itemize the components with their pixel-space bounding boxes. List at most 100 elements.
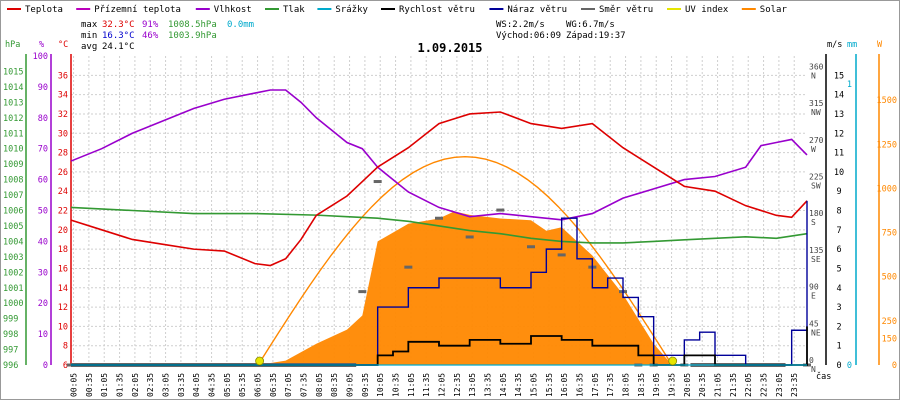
legend-label-9: Solar [760, 5, 788, 15]
pressure-tick-15: 1011 [3, 129, 23, 139]
unit-mm: mm [847, 40, 857, 50]
humidity-tick-1: 10 [38, 330, 48, 340]
x-tick-12: 06:05 [254, 373, 263, 397]
legend-label-8: UV index [685, 5, 729, 15]
x-tick-20: 10:05 [376, 373, 385, 397]
solar-tick-0: 0 [892, 361, 897, 371]
legend-label-1: Přízemní teplota [94, 5, 181, 15]
pressure-tick-3: 999 [3, 315, 18, 325]
pressure-tick-5: 1001 [3, 284, 23, 294]
wind-tick-10: 10 [834, 168, 844, 178]
solar-tick-1: 150 [882, 335, 897, 345]
wind-direction-mark-7 [496, 208, 505, 212]
sunrise: Východ:06:09 [496, 31, 561, 41]
solar-tick-4: 750 [882, 229, 897, 239]
x-tick-37: 18:35 [637, 373, 646, 397]
min-temp: 16.3°C [102, 31, 135, 41]
x-tick-2: 01:05 [100, 373, 109, 397]
legend-label-4: Srážky [335, 5, 368, 15]
wind-direction-mark-6 [465, 235, 474, 239]
x-tick-30: 15:05 [530, 373, 539, 397]
max-press: 1008.5hPa [168, 20, 217, 30]
x-tick-8: 04:05 [192, 373, 201, 397]
rain-tick-1: 1 [847, 80, 852, 90]
humidity-tick-8: 80 [38, 114, 48, 124]
pressure-tick-7: 1003 [3, 253, 23, 263]
pressure-tick-11: 1007 [3, 191, 23, 201]
axes: 9969979989991000100110021003100410051006… [3, 52, 897, 374]
x-tick-19: 09:35 [361, 373, 370, 397]
x-tick-40: 20:05 [683, 373, 692, 397]
humidity-tick-9: 90 [38, 83, 48, 93]
pressure-tick-0: 996 [3, 361, 18, 371]
pressure-tick-4: 1000 [3, 299, 23, 309]
temp-tick-8: 22 [58, 207, 68, 217]
unit-pct: % [39, 40, 44, 50]
pressure-tick-2: 998 [3, 330, 18, 340]
wind-tick-6: 6 [836, 245, 841, 255]
x-tick-38: 19:05 [652, 373, 661, 397]
x-tick-6: 03:05 [162, 373, 171, 397]
legend-label-7: Směr větru [599, 5, 653, 15]
pressure-tick-18: 1014 [3, 83, 23, 93]
wind-tick-3: 3 [836, 303, 841, 313]
direction-tick-1: 45 [809, 319, 819, 328]
wind-direction-mark-5 [435, 216, 443, 220]
direction-tick-4: 180 [809, 209, 824, 218]
direction-label-7: NW [811, 108, 821, 117]
wind-gust-max: WG:6.7m/s [566, 20, 615, 30]
wind-tick-14: 14 [834, 91, 844, 101]
stats-block: max 32.3°C 91% 1008.5hPa 0.0mm min 16.3°… [81, 20, 626, 52]
sunset: Západ:19:37 [566, 31, 626, 41]
chart-title: 1.09.2015 [417, 41, 482, 55]
x-tick-35: 17:35 [606, 373, 615, 397]
x-tick-11: 05:35 [238, 373, 247, 397]
humidity-tick-6: 60 [38, 176, 48, 186]
min-label: min [81, 31, 97, 41]
direction-label-3: SE [811, 255, 821, 264]
plot-area [67, 89, 811, 367]
wind-tick-1: 1 [836, 342, 841, 352]
x-tick-10: 05:05 [223, 373, 232, 397]
unit-degc: °C [58, 40, 68, 50]
wind-tick-5: 5 [836, 264, 841, 274]
direction-tick-8: 360 [809, 62, 824, 71]
humidity-tick-2: 20 [38, 299, 48, 309]
direction-label-1: NE [811, 328, 821, 337]
max-label: max [81, 20, 98, 30]
x-tick-16: 08:05 [315, 373, 324, 397]
temp-tick-10: 26 [58, 168, 68, 178]
direction-tick-6: 270 [809, 136, 824, 145]
x-tick-21: 10:35 [392, 373, 401, 397]
legend-label-5: Rychlost větru [399, 5, 475, 15]
x-tick-29: 14:35 [514, 373, 523, 397]
x-tick-17: 08:35 [330, 373, 339, 397]
temp-tick-12: 30 [58, 129, 68, 139]
x-tick-9: 04:35 [208, 373, 217, 397]
humidity-tick-4: 40 [38, 237, 48, 247]
legend-label-0: Teplota [25, 5, 63, 15]
humidity-tick-5: 50 [38, 207, 48, 217]
solar-tick-2: 250 [882, 317, 897, 327]
x-tick-31: 15:35 [545, 373, 554, 397]
solar-tick-3: 500 [882, 273, 897, 283]
pressure-tick-13: 1009 [3, 160, 23, 170]
min-hum: 46% [142, 31, 159, 41]
direction-tick-2: 90 [809, 283, 819, 292]
series-gust-line [71, 200, 808, 366]
x-tick-39: 19:35 [668, 373, 677, 397]
solar-tick-5: 1000 [877, 184, 897, 194]
x-tick-32: 16:05 [560, 373, 569, 397]
wind-tick-0: 0 [836, 361, 841, 371]
temp-tick-5: 16 [58, 264, 68, 274]
pressure-tick-12: 1008 [3, 176, 23, 186]
unit-w: W [877, 40, 883, 50]
wind-tick-2: 2 [836, 322, 841, 332]
direction-tick-7: 315 [809, 99, 824, 108]
solar-tick-6: 1250 [877, 140, 897, 150]
pressure-tick-17: 1013 [3, 98, 23, 108]
pressure-tick-10: 1006 [3, 207, 23, 217]
series-solar-max-curve [257, 155, 673, 366]
x-tick-7: 03:35 [177, 373, 186, 397]
